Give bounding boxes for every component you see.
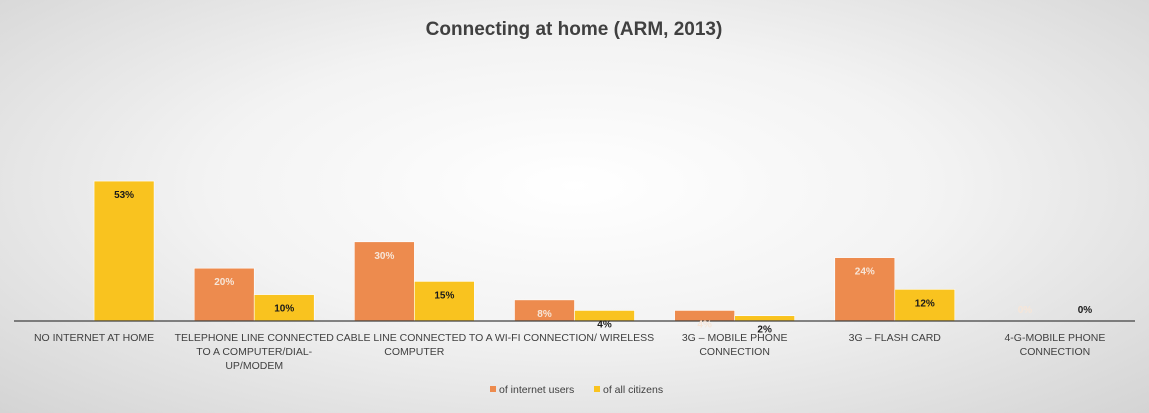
legend-label-all-citizens: of all citizens (603, 384, 663, 396)
data-label-all-citizens-3: 4% (597, 319, 612, 330)
data-label-internet-users-5: 24% (855, 267, 875, 278)
data-label-all-citizens-6: 0% (1078, 305, 1093, 316)
category-label-3: WI-FI CONNECTION/ WIRELESS (495, 332, 654, 344)
bars-layer (93, 180, 956, 322)
data-label-all-citizens-0: 53% (114, 190, 134, 201)
bar-all-citizens-2 (414, 281, 475, 322)
data-label-all-citizens-1: 10% (274, 304, 294, 315)
category-label-4: 3G – MOBILE PHONE CONNECTION (682, 332, 788, 358)
legend-label-internet-users: of internet users (499, 384, 574, 396)
category-label-1: TELEPHONE LINE CONNECTED TO A COMPUTER/DI… (175, 332, 335, 372)
chart-title: Connecting at home (ARM, 2013) (426, 19, 723, 40)
bar-all-citizens-4 (734, 315, 795, 322)
category-label-0: NO INTERNET AT HOME (34, 332, 154, 344)
bar-all-citizens-5 (894, 289, 956, 322)
data-label-internet-users-2: 30% (374, 251, 394, 262)
data-label-internet-users-3: 8% (537, 309, 552, 320)
bar-internet-users-1 (193, 267, 255, 322)
legend: of internet users of all citizens (490, 384, 663, 396)
bar-all-citizens-1 (253, 294, 315, 322)
legend-swatch-all-citizens (594, 386, 600, 392)
bar-internet-users-2 (354, 241, 415, 322)
labels-layer: 53% NO INTERNET AT HOME 20% 10% TELEPHONE LI… (34, 190, 1105, 372)
category-label-2: CABLE LINE CONNECTED TO A COMPUTER (336, 332, 493, 358)
data-label-internet-users-1: 20% (214, 277, 234, 288)
data-label-all-citizens-2: 15% (434, 290, 454, 301)
data-label-internet-users-6: 0% (1018, 305, 1033, 316)
bar-all-citizens-0 (93, 180, 155, 322)
data-label-internet-users-4: 4% (697, 319, 712, 330)
category-label-5: 3G – FLASH CARD (849, 332, 942, 344)
category-label-6: 4-G-MOBILE PHONE CONNECTION (1004, 332, 1105, 358)
data-label-all-citizens-5: 12% (915, 298, 935, 309)
legend-swatch-internet-users (490, 386, 496, 392)
data-label-all-citizens-4: 2% (757, 325, 772, 336)
